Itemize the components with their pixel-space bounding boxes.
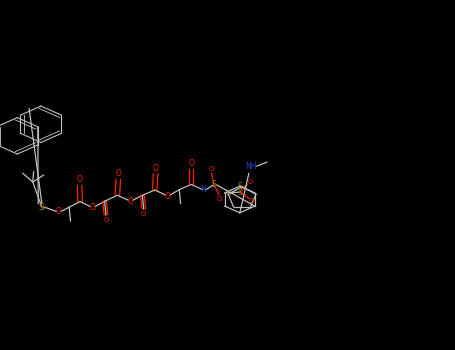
Text: S: S — [226, 191, 230, 197]
Text: S: S — [238, 182, 242, 191]
Text: O: O — [188, 159, 194, 168]
Text: S: S — [238, 188, 243, 197]
Text: S: S — [212, 180, 216, 189]
Text: O: O — [56, 207, 61, 216]
Text: O: O — [128, 197, 133, 206]
Text: O: O — [103, 217, 109, 223]
Text: O: O — [217, 196, 222, 202]
Text: O: O — [209, 166, 214, 172]
Text: O: O — [153, 164, 158, 173]
Text: NH: NH — [245, 162, 257, 171]
Text: O: O — [249, 198, 254, 204]
Text: O: O — [76, 175, 82, 184]
Text: O: O — [116, 169, 121, 178]
Text: O: O — [165, 191, 171, 201]
Text: Si: Si — [38, 203, 46, 212]
Text: O: O — [247, 178, 253, 185]
Text: O: O — [90, 203, 95, 212]
Text: N: N — [200, 185, 206, 194]
Text: O: O — [141, 211, 147, 217]
